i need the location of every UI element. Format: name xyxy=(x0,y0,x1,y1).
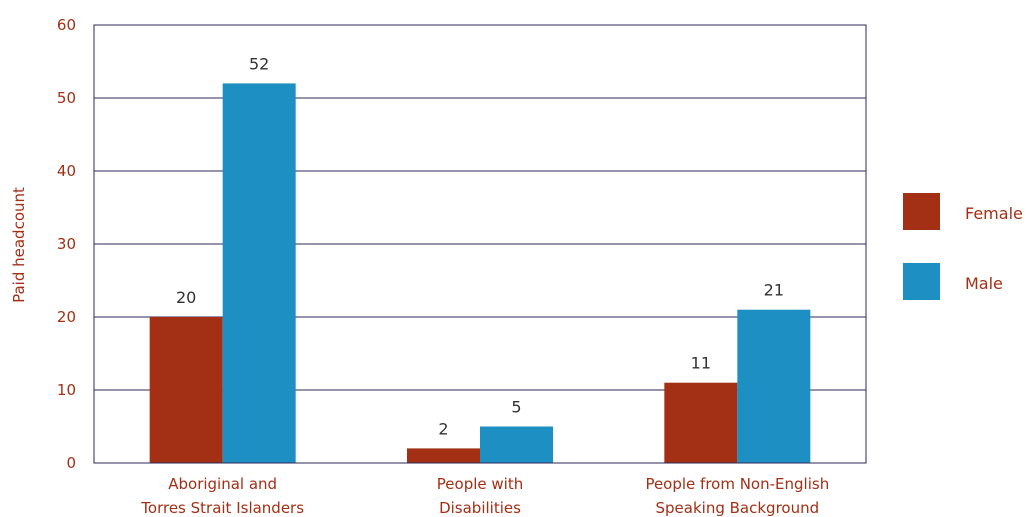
bar-female xyxy=(664,382,738,463)
data-label: 2 xyxy=(438,419,448,438)
category-label: People with Disabilities xyxy=(437,475,523,517)
bar-male xyxy=(480,426,553,463)
y-tick-label: 0 xyxy=(66,454,76,472)
y-tick-label: 20 xyxy=(57,308,76,326)
legend-label-male: Male xyxy=(965,274,1003,293)
data-label: 21 xyxy=(764,281,784,300)
data-label: 5 xyxy=(511,398,521,417)
data-labels: 20 52 2 5 11 21 xyxy=(176,54,784,438)
category-labels: Aboriginal and Torres Strait Islanders Peo… xyxy=(140,475,829,517)
bar-female xyxy=(407,448,480,463)
y-axis-label: Paid headcount xyxy=(10,187,28,303)
category-label: Aboriginal and Torres Strait Islanders xyxy=(140,475,304,517)
legend-swatch-female xyxy=(903,193,940,230)
plot-area-frame xyxy=(93,24,867,464)
bar-male xyxy=(737,309,811,463)
data-label: 52 xyxy=(249,54,269,73)
legend: Female Male xyxy=(903,193,1023,300)
y-axis-ticks: 0 10 20 30 40 50 60 xyxy=(57,16,76,472)
y-tick-label: 50 xyxy=(57,89,76,107)
bars xyxy=(149,83,811,464)
data-label: 20 xyxy=(176,288,196,307)
y-tick-label: 40 xyxy=(57,162,76,180)
bar-male xyxy=(222,83,296,464)
y-tick-label: 30 xyxy=(57,235,76,253)
bar-female xyxy=(149,317,223,463)
y-tick-label: 60 xyxy=(57,16,76,34)
legend-label-female: Female xyxy=(965,204,1023,223)
legend-swatch-male xyxy=(903,263,940,300)
y-tick-label: 10 xyxy=(57,381,76,399)
data-label: 11 xyxy=(691,354,711,373)
category-label: People from Non-English Speaking Backgrou… xyxy=(645,475,829,517)
